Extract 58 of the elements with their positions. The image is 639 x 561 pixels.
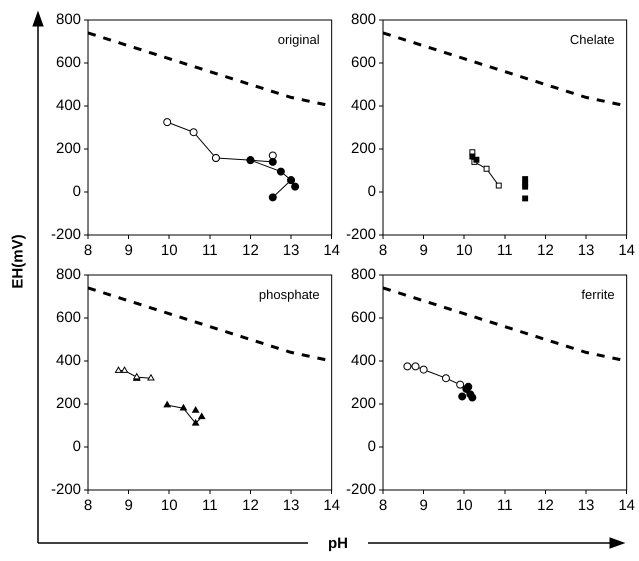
y-axis-title: EH(mV) [10,222,26,302]
x-axis-title: pH [308,535,368,552]
y-tick-label: 800 [56,266,82,284]
y-tick-label: 600 [56,309,82,326]
y-tick-label: 400 [350,352,376,370]
y-tick-label: 400 [350,97,376,114]
y-tick-label: -200 [346,481,376,498]
x-tick-label: 12 [537,242,554,260]
x-tick-label: 9 [124,497,133,514]
y-tick-label: 200 [350,140,376,158]
x-tick-label: 14 [323,242,340,260]
x-tick-label: 12 [242,242,259,260]
x-tick-label: 8 [84,497,92,514]
y-tick-label: 200 [350,395,376,412]
x-tick-label: 14 [618,497,635,514]
y-tick-label: -200 [50,226,82,244]
y-tick-label: 600 [350,54,376,72]
y-tick-label: 0 [368,183,376,200]
y-tick-label: 800 [350,266,376,284]
x-tick-label: 12 [242,497,259,514]
x-tick-label: 9 [419,242,428,260]
y-tick-label: 0 [368,438,376,456]
text: phosphate [258,287,320,302]
y-tick-label: -200 [346,226,376,244]
text: ferrite [581,287,615,302]
y-tick-label: 600 [350,309,376,326]
y-tick-label: 800 [56,11,82,28]
x-tick-label: 14 [618,242,635,260]
y-tick-label: 400 [56,352,82,370]
y-tick-label: 0 [72,183,82,200]
x-tick-label: 14 [323,497,340,514]
text: original [278,32,320,48]
x-tick-label: 13 [578,497,594,514]
x-tick-label: 9 [419,497,428,514]
x-tick-label: 10 [160,242,178,260]
x-tick-label: 11 [202,242,218,260]
x-tick-label: 13 [578,242,594,260]
x-tick-label: 8 [84,242,92,260]
x-tick-label: 9 [124,242,133,260]
y-tick-label: 0 [72,438,82,456]
x-tick-label: 11 [202,497,218,514]
x-tick-label: 11 [497,242,513,260]
x-tick-label: 13 [282,242,300,260]
y-tick-label: -200 [50,481,82,498]
y-tick-label: 200 [56,395,82,412]
x-tick-label: 10 [456,242,473,260]
x-tick-label: 11 [497,497,513,514]
x-tick-label: 10 [160,497,178,514]
y-tick-label: 400 [56,97,82,114]
y-tick-label: 800 [350,11,376,28]
text: Chelate [570,32,615,48]
x-tick-label: 13 [282,497,300,514]
x-tick-label: 12 [537,497,554,514]
y-tick-label: 200 [56,140,82,158]
y-tick-label: 600 [56,54,82,72]
x-tick-label: 10 [456,497,473,514]
x-tick-label: 8 [378,242,388,260]
x-tick-label: 8 [378,497,388,514]
